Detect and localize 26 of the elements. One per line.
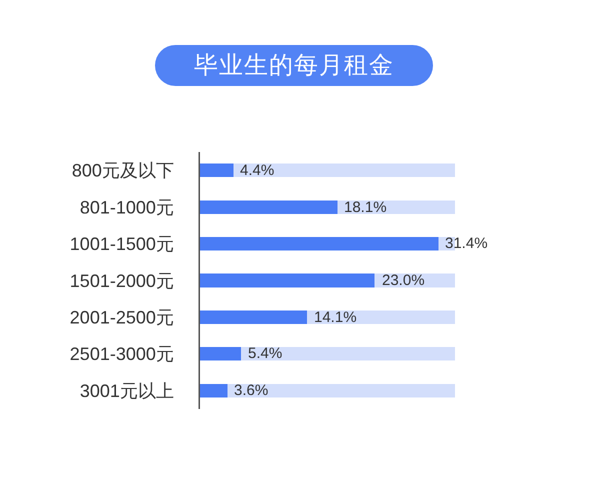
y-tick-label: 3001元以上 bbox=[80, 380, 174, 401]
bar bbox=[240, 347, 455, 361]
data-label: 4.4% bbox=[240, 162, 274, 179]
bar bbox=[200, 347, 241, 361]
data-label: 14.1% bbox=[314, 309, 357, 326]
bar bbox=[200, 274, 375, 288]
y-tick-label: 2001-2500元 bbox=[70, 308, 174, 328]
bar bbox=[200, 236, 438, 251]
data-label: 5.4% bbox=[248, 345, 282, 362]
bar bbox=[307, 310, 455, 324]
bar bbox=[200, 200, 338, 214]
bar bbox=[200, 164, 234, 178]
bar bbox=[233, 164, 455, 178]
y-tick-label: 1501-2000元 bbox=[70, 270, 174, 291]
bar bbox=[200, 310, 308, 324]
y-tick-label: 1001-1500元 bbox=[70, 234, 174, 254]
data-label: 31.4% bbox=[445, 235, 488, 252]
y-tick-label: 800元及以下 bbox=[72, 160, 174, 181]
data-label: 18.1% bbox=[344, 199, 387, 216]
data-label: 3.6% bbox=[234, 382, 268, 399]
chart-title: 毕业生的每月租金 bbox=[155, 45, 433, 86]
bar bbox=[200, 384, 228, 398]
data-label: 23.0% bbox=[382, 272, 425, 289]
y-tick-label: 801-1000元 bbox=[80, 197, 174, 218]
bar bbox=[227, 384, 455, 398]
y-tick-label: 2501-3000元 bbox=[70, 344, 174, 364]
